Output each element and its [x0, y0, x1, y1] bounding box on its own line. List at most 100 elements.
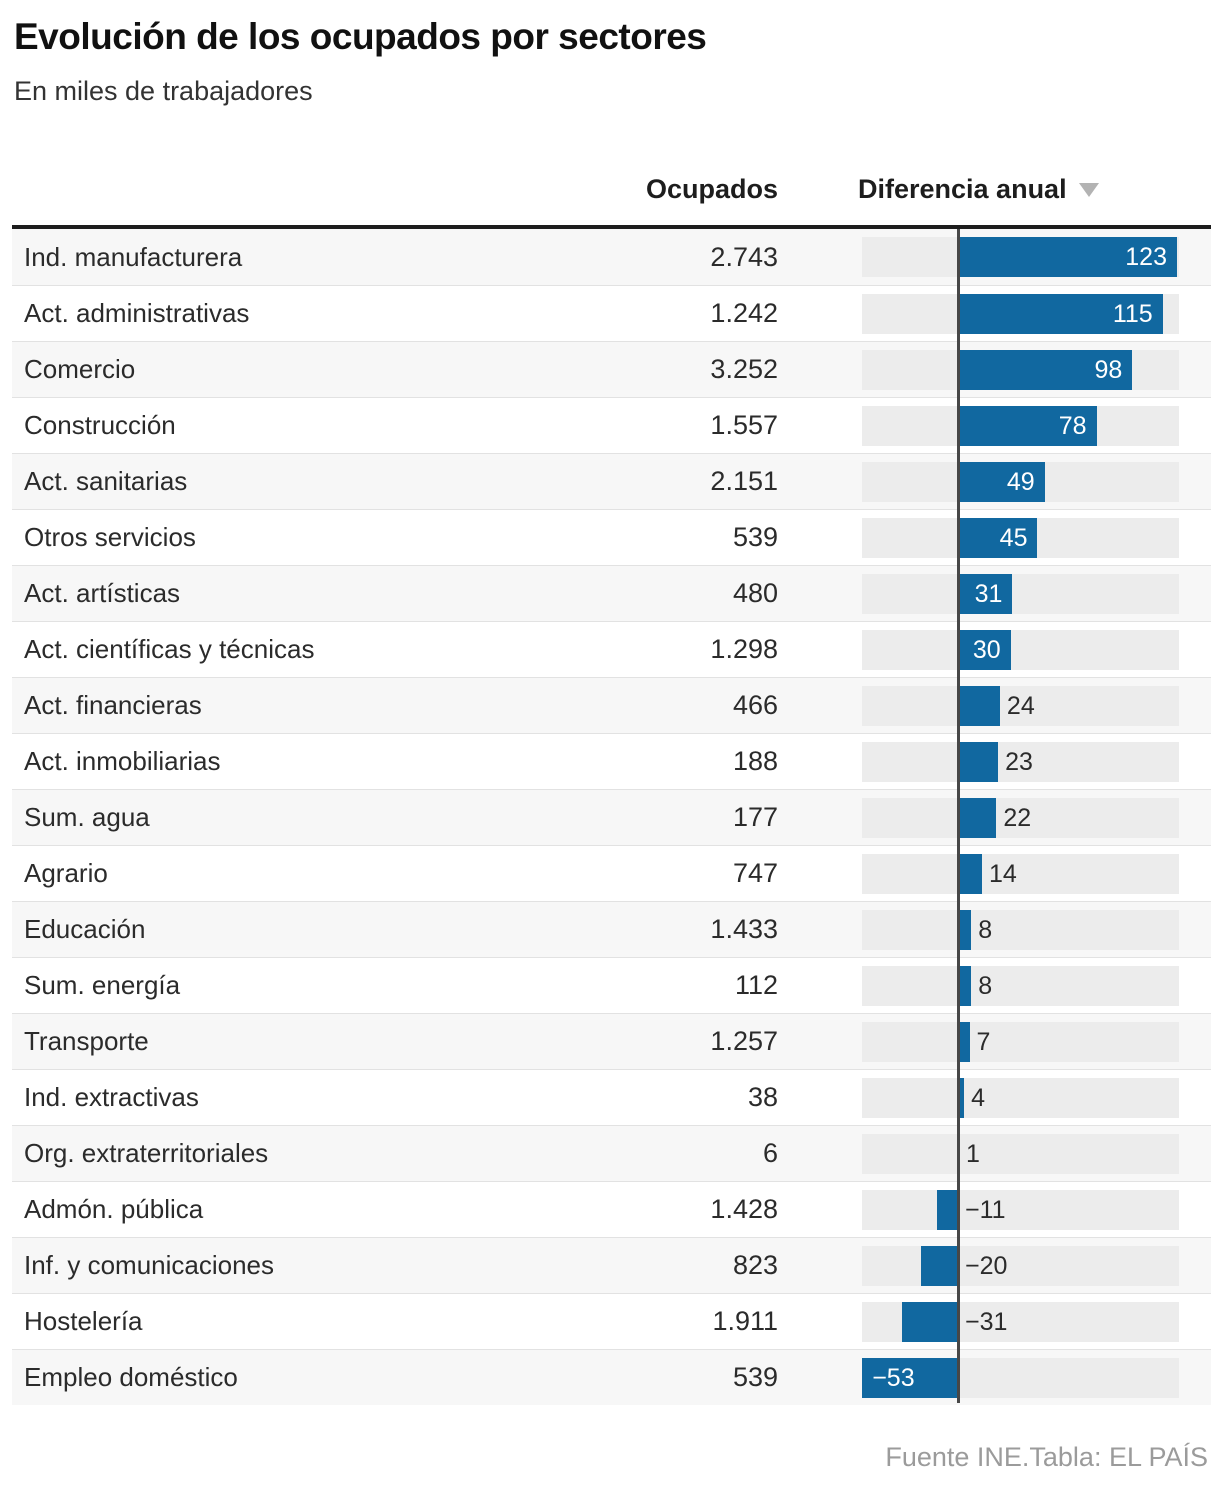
zero-baseline: [957, 229, 960, 1403]
ocupados-value: 38: [747, 1082, 778, 1112]
ocupados-value: 823: [732, 1250, 778, 1280]
ocupados-value: 466: [732, 690, 778, 720]
ocupados-value: 480: [732, 578, 778, 608]
table-row: Act. científicas y técnicas 1.298 30: [12, 621, 1211, 677]
diferencia-bar-track: 24: [862, 685, 1179, 726]
sector-label: Ind. extractivas: [24, 1082, 199, 1112]
ocupados-value: 1.257: [710, 1026, 778, 1056]
table-header-row: Ocupados Diferencia anual: [12, 170, 1211, 229]
diferencia-bar-track: 1: [862, 1133, 1179, 1174]
column-header-ocupados[interactable]: Ocupados: [645, 174, 778, 204]
table-row: Admón. pública 1.428 −11: [12, 1181, 1211, 1237]
diferencia-bar: [957, 1021, 970, 1062]
table-row: Agrario 747 14: [12, 845, 1211, 901]
diferencia-bar-track: 30: [862, 629, 1179, 670]
diferencia-value-label: 24: [1006, 691, 1035, 720]
table-row: Ind. extractivas 38 4: [12, 1069, 1211, 1125]
diferencia-bar-track: 22: [862, 797, 1179, 838]
sector-label: Construcción: [24, 410, 176, 440]
diferencia-bar: [957, 405, 1097, 446]
table-row: Transporte 1.257 7: [12, 1013, 1211, 1069]
diferencia-value-label: 30: [972, 635, 1001, 664]
table-row: Act. administrativas 1.242 115: [12, 285, 1211, 341]
table-row: Act. inmobiliarias 188 23: [12, 733, 1211, 789]
diferencia-bar: [957, 741, 999, 782]
diferencia-value-label: 78: [1058, 411, 1087, 440]
diferencia-value-label: 115: [1112, 299, 1153, 328]
table-row: Sum. agua 177 22: [12, 789, 1211, 845]
sector-label: Act. científicas y técnicas: [24, 634, 315, 664]
page-subtitle: En miles de trabajadores: [14, 76, 313, 106]
diferencia-value-label: 1: [966, 1139, 980, 1168]
table-row: Act. artísticas 480 31: [12, 565, 1211, 621]
sector-label: Act. administrativas: [24, 298, 250, 328]
sector-label: Sum. energía: [24, 970, 181, 1000]
sector-label: Sum. agua: [24, 802, 150, 832]
sector-label: Transporte: [24, 1026, 149, 1056]
diferencia-bar-track: 4: [862, 1077, 1179, 1118]
diferencia-bar-track: 115: [862, 293, 1179, 334]
diferencia-bar: [957, 461, 1045, 502]
table-row: Hostelería 1.911 −31: [12, 1293, 1211, 1349]
diferencia-bar: [937, 1189, 957, 1230]
source-credit: Fuente INE.Tabla: EL PAÍS: [885, 1442, 1208, 1472]
table-row: Empleo doméstico 539 −53: [12, 1349, 1211, 1405]
diferencia-value-label: −20: [965, 1251, 1008, 1280]
sectors-table: Ocupados Diferencia anual Ind. manufactu…: [12, 170, 1211, 1405]
sort-descending-icon: [1078, 183, 1099, 197]
ocupados-value: 2.743: [710, 241, 778, 272]
diferencia-bar: [957, 237, 1177, 277]
diferencia-bar: [957, 1077, 965, 1118]
diferencia-bar-track: −53: [862, 1357, 1179, 1398]
diferencia-bar: [957, 797, 997, 838]
table-row: Act. sanitarias 2.151 49: [12, 453, 1211, 509]
diferencia-bar-track: 7: [862, 1021, 1179, 1062]
sector-label: Org. extraterritoriales: [24, 1138, 269, 1168]
diferencia-bar-track: 31: [862, 573, 1179, 614]
diferencia-bar-track: 8: [862, 909, 1179, 950]
ocupados-value: 1.428: [710, 1194, 778, 1224]
diferencia-value-label: 23: [1005, 747, 1033, 776]
sector-label: Hostelería: [24, 1306, 143, 1336]
table-row: Comercio 3.252 98: [12, 341, 1211, 397]
diferencia-value-label: 123: [1125, 243, 1167, 271]
sector-label: Act. artísticas: [24, 578, 181, 608]
diferencia-value-label: −11: [965, 1195, 1006, 1224]
diferencia-bar-track: 98: [862, 349, 1179, 390]
sector-label: Empleo doméstico: [24, 1362, 238, 1392]
ocupados-value: 1.433: [710, 914, 778, 944]
table-row: Inf. y comunicaciones 823 −20: [12, 1237, 1211, 1293]
table-row: Org. extraterritoriales 6 1: [12, 1125, 1211, 1181]
diferencia-bar-track: 14: [862, 853, 1179, 894]
diferencia-value-label: 22: [1003, 803, 1032, 832]
diferencia-bar: [957, 629, 1011, 670]
ocupados-value: 539: [732, 522, 778, 552]
ocupados-value: 2.151: [710, 466, 778, 496]
diferencia-bar: [957, 293, 1163, 334]
sector-label: Act. sanitarias: [24, 466, 188, 496]
sector-label: Agrario: [24, 858, 108, 888]
sector-label: Act. financieras: [24, 690, 202, 720]
table-row: Otros servicios 539 45: [12, 509, 1211, 565]
ocupados-value: 747: [732, 858, 778, 888]
page-title: Evolución de los ocupados por sectores: [14, 16, 707, 57]
column-header-diferencia-anual[interactable]: Diferencia anual: [858, 174, 1099, 205]
diferencia-bar-track: −11: [862, 1189, 1179, 1230]
table-row: Educación 1.433 8: [12, 901, 1211, 957]
sector-label: Inf. y comunicaciones: [24, 1250, 275, 1280]
sector-label: Act. inmobiliarias: [24, 746, 221, 776]
ocupados-value: 1.557: [710, 410, 778, 440]
diferencia-bar: [957, 517, 1038, 558]
diferencia-value-label: 31: [974, 579, 1003, 608]
diferencia-value-label: 98: [1094, 355, 1123, 384]
table-body: Ind. manufacturera 2.743 123 Act. administr…: [12, 229, 1211, 1405]
diferencia-value-label: 4: [971, 1083, 986, 1112]
table-row: Ind. manufacturera 2.743 123: [12, 229, 1211, 285]
ocupados-value: 177: [732, 802, 778, 832]
ocupados-value: 1.911: [712, 1306, 778, 1336]
diferencia-bar: [921, 1245, 957, 1286]
table-row: Sum. energía 112 8: [12, 957, 1211, 1013]
diferencia-bar: [957, 965, 972, 1006]
diferencia-bar-track: 123: [862, 237, 1179, 277]
